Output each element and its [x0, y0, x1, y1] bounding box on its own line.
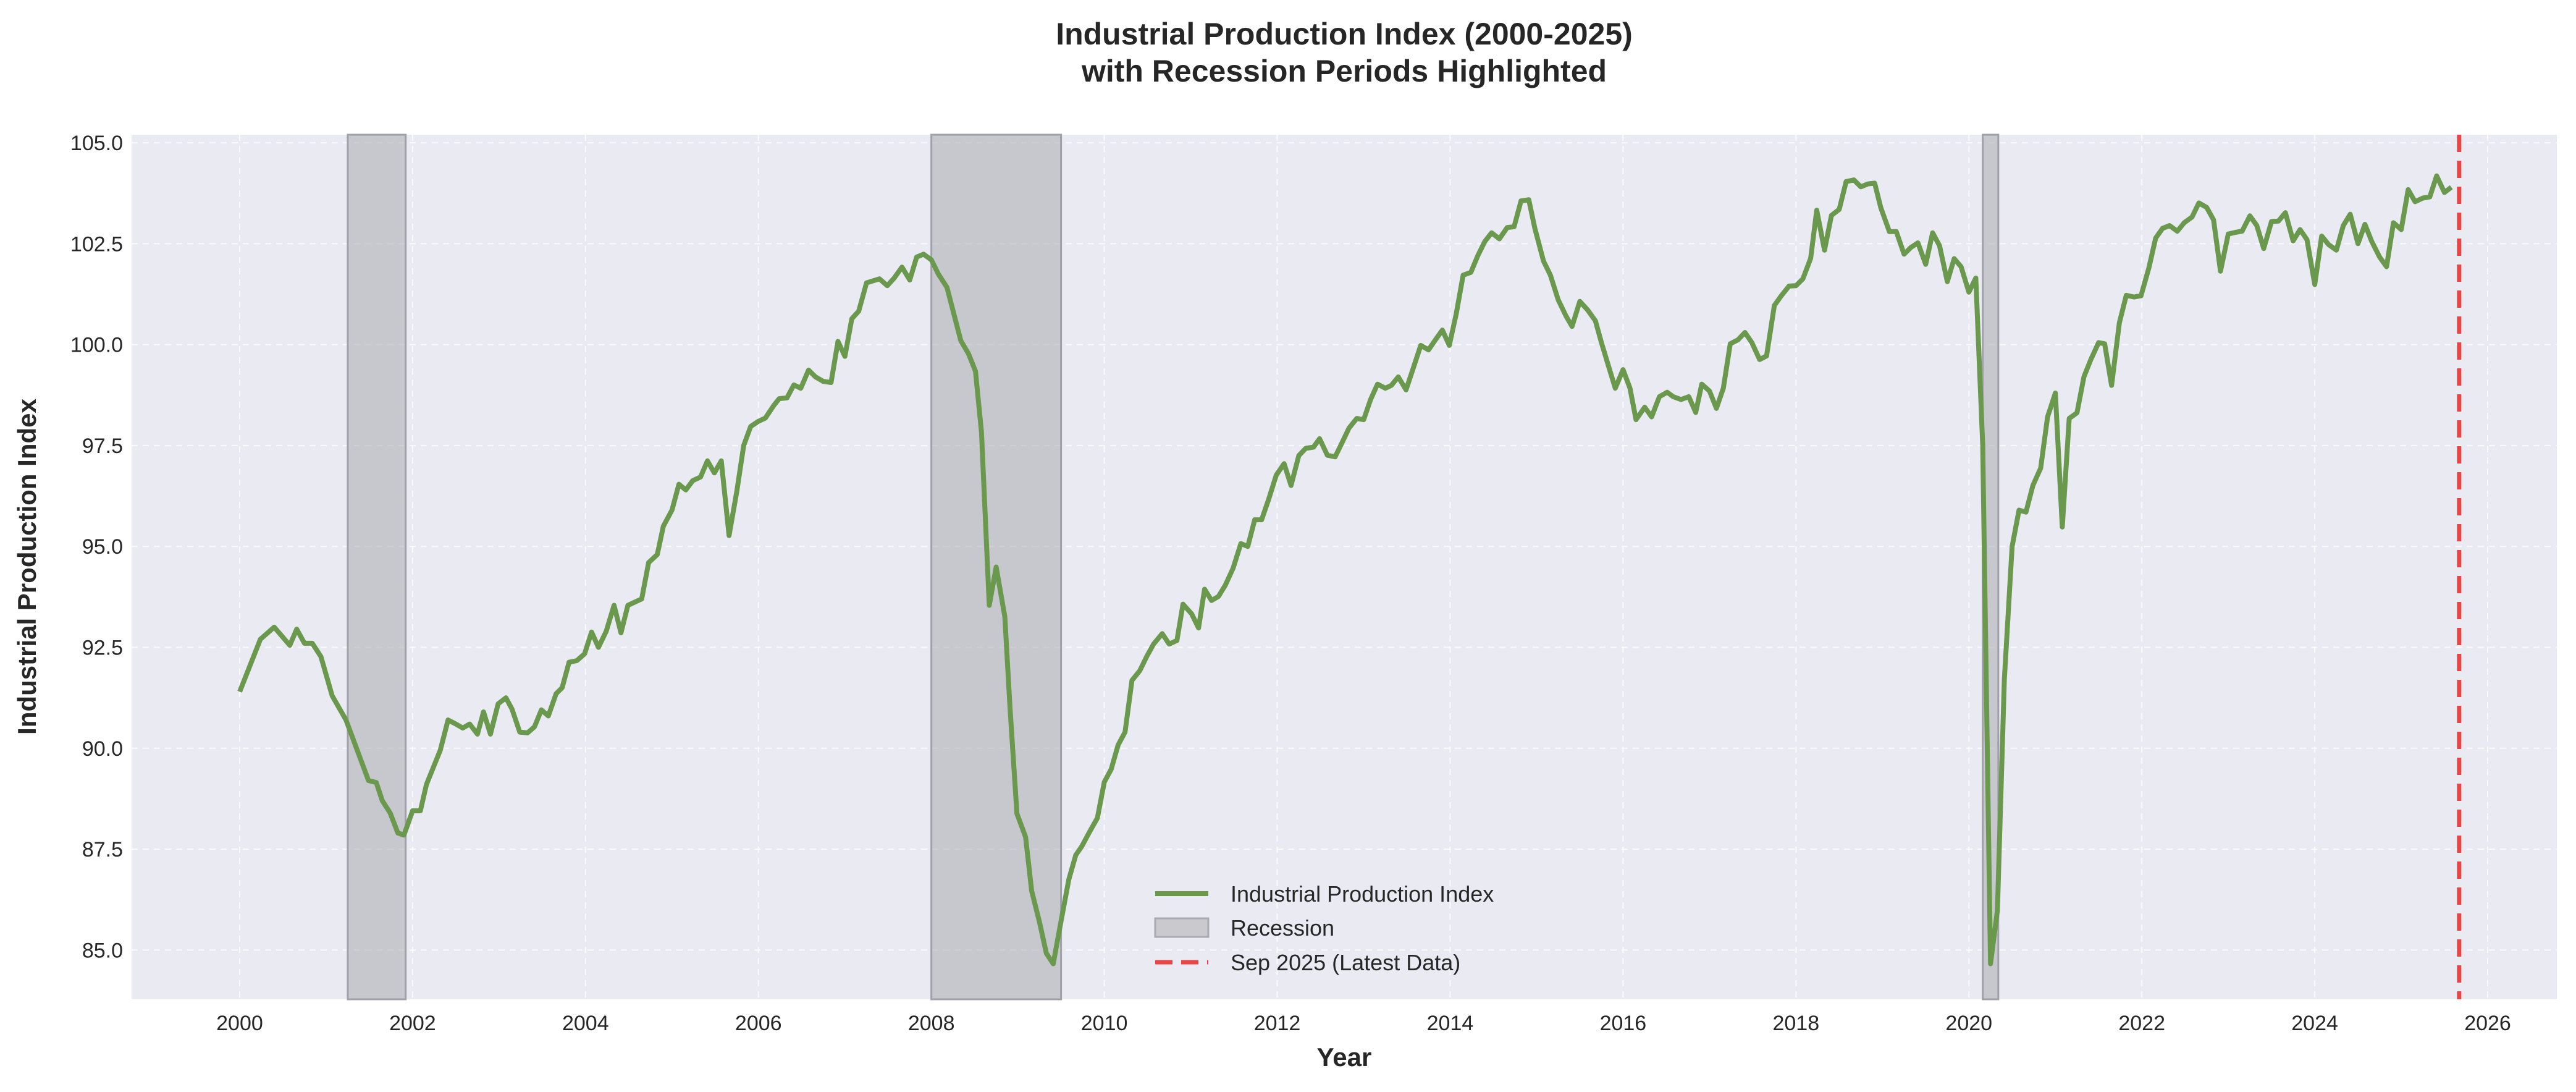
x-tick-label: 2018 [1772, 1012, 1819, 1035]
x-tick-label: 2026 [2464, 1012, 2511, 1035]
x-tick-label: 2008 [908, 1012, 955, 1035]
x-tick-label: 2024 [2291, 1012, 2338, 1035]
y-tick-label: 105.0 [70, 132, 123, 155]
x-tick-label: 2006 [735, 1012, 782, 1035]
x-tick-label: 2010 [1081, 1012, 1128, 1035]
x-tick-labels: 2000 2002 2004 2006 2008 2010 2012 2014 2016 2018… [216, 1012, 2511, 1035]
x-tick-label: 2020 [1945, 1012, 1992, 1035]
y-tick-label: 95.0 [82, 535, 123, 559]
y-tick-label: 90.0 [82, 737, 123, 761]
y-tick-label: 85.0 [82, 939, 123, 962]
gridlines [132, 135, 2557, 999]
chart-title: Industrial Production Index (2000-2025) [1056, 17, 1633, 51]
recession-band [347, 133, 407, 1001]
y-tick-label: 92.5 [82, 636, 123, 659]
x-tick-label: 2004 [562, 1012, 609, 1035]
legend-label-series: Industrial Production Index [1231, 881, 1494, 907]
y-tick-label: 97.5 [82, 434, 123, 458]
legend-recession-swatch [1154, 917, 1210, 938]
legend-label-recession: Recession [1231, 915, 1334, 941]
series-line [237, 173, 2453, 967]
y-axis-label: Industrial Production Index [12, 399, 41, 735]
x-tick-label: 2014 [1427, 1012, 1474, 1035]
plot-area [132, 135, 2557, 999]
chart-subtitle: with Recession Periods Highlighted [1081, 54, 1607, 88]
y-tick-label: 87.5 [82, 838, 123, 861]
x-tick-label: 2022 [2118, 1012, 2165, 1035]
x-tick-label: 2012 [1254, 1012, 1301, 1035]
x-tick-label: 2000 [216, 1012, 263, 1035]
x-axis-label: Year [1317, 1043, 1372, 1072]
legend-label-latest: Sep 2025 (Latest Data) [1231, 950, 1460, 975]
y-tick-label: 102.5 [70, 232, 123, 256]
series-layer [237, 135, 2462, 999]
y-tick-labels: 85.0 87.5 90.0 92.5 95.0 97.5 100.0 102.5 105.0 [70, 132, 123, 962]
legend: Industrial Production Index Recession Se… [1154, 881, 1494, 975]
x-tick-label: 2002 [389, 1012, 436, 1035]
x-tick-label: 2016 [1600, 1012, 1647, 1035]
y-tick-label: 100.0 [70, 334, 123, 357]
